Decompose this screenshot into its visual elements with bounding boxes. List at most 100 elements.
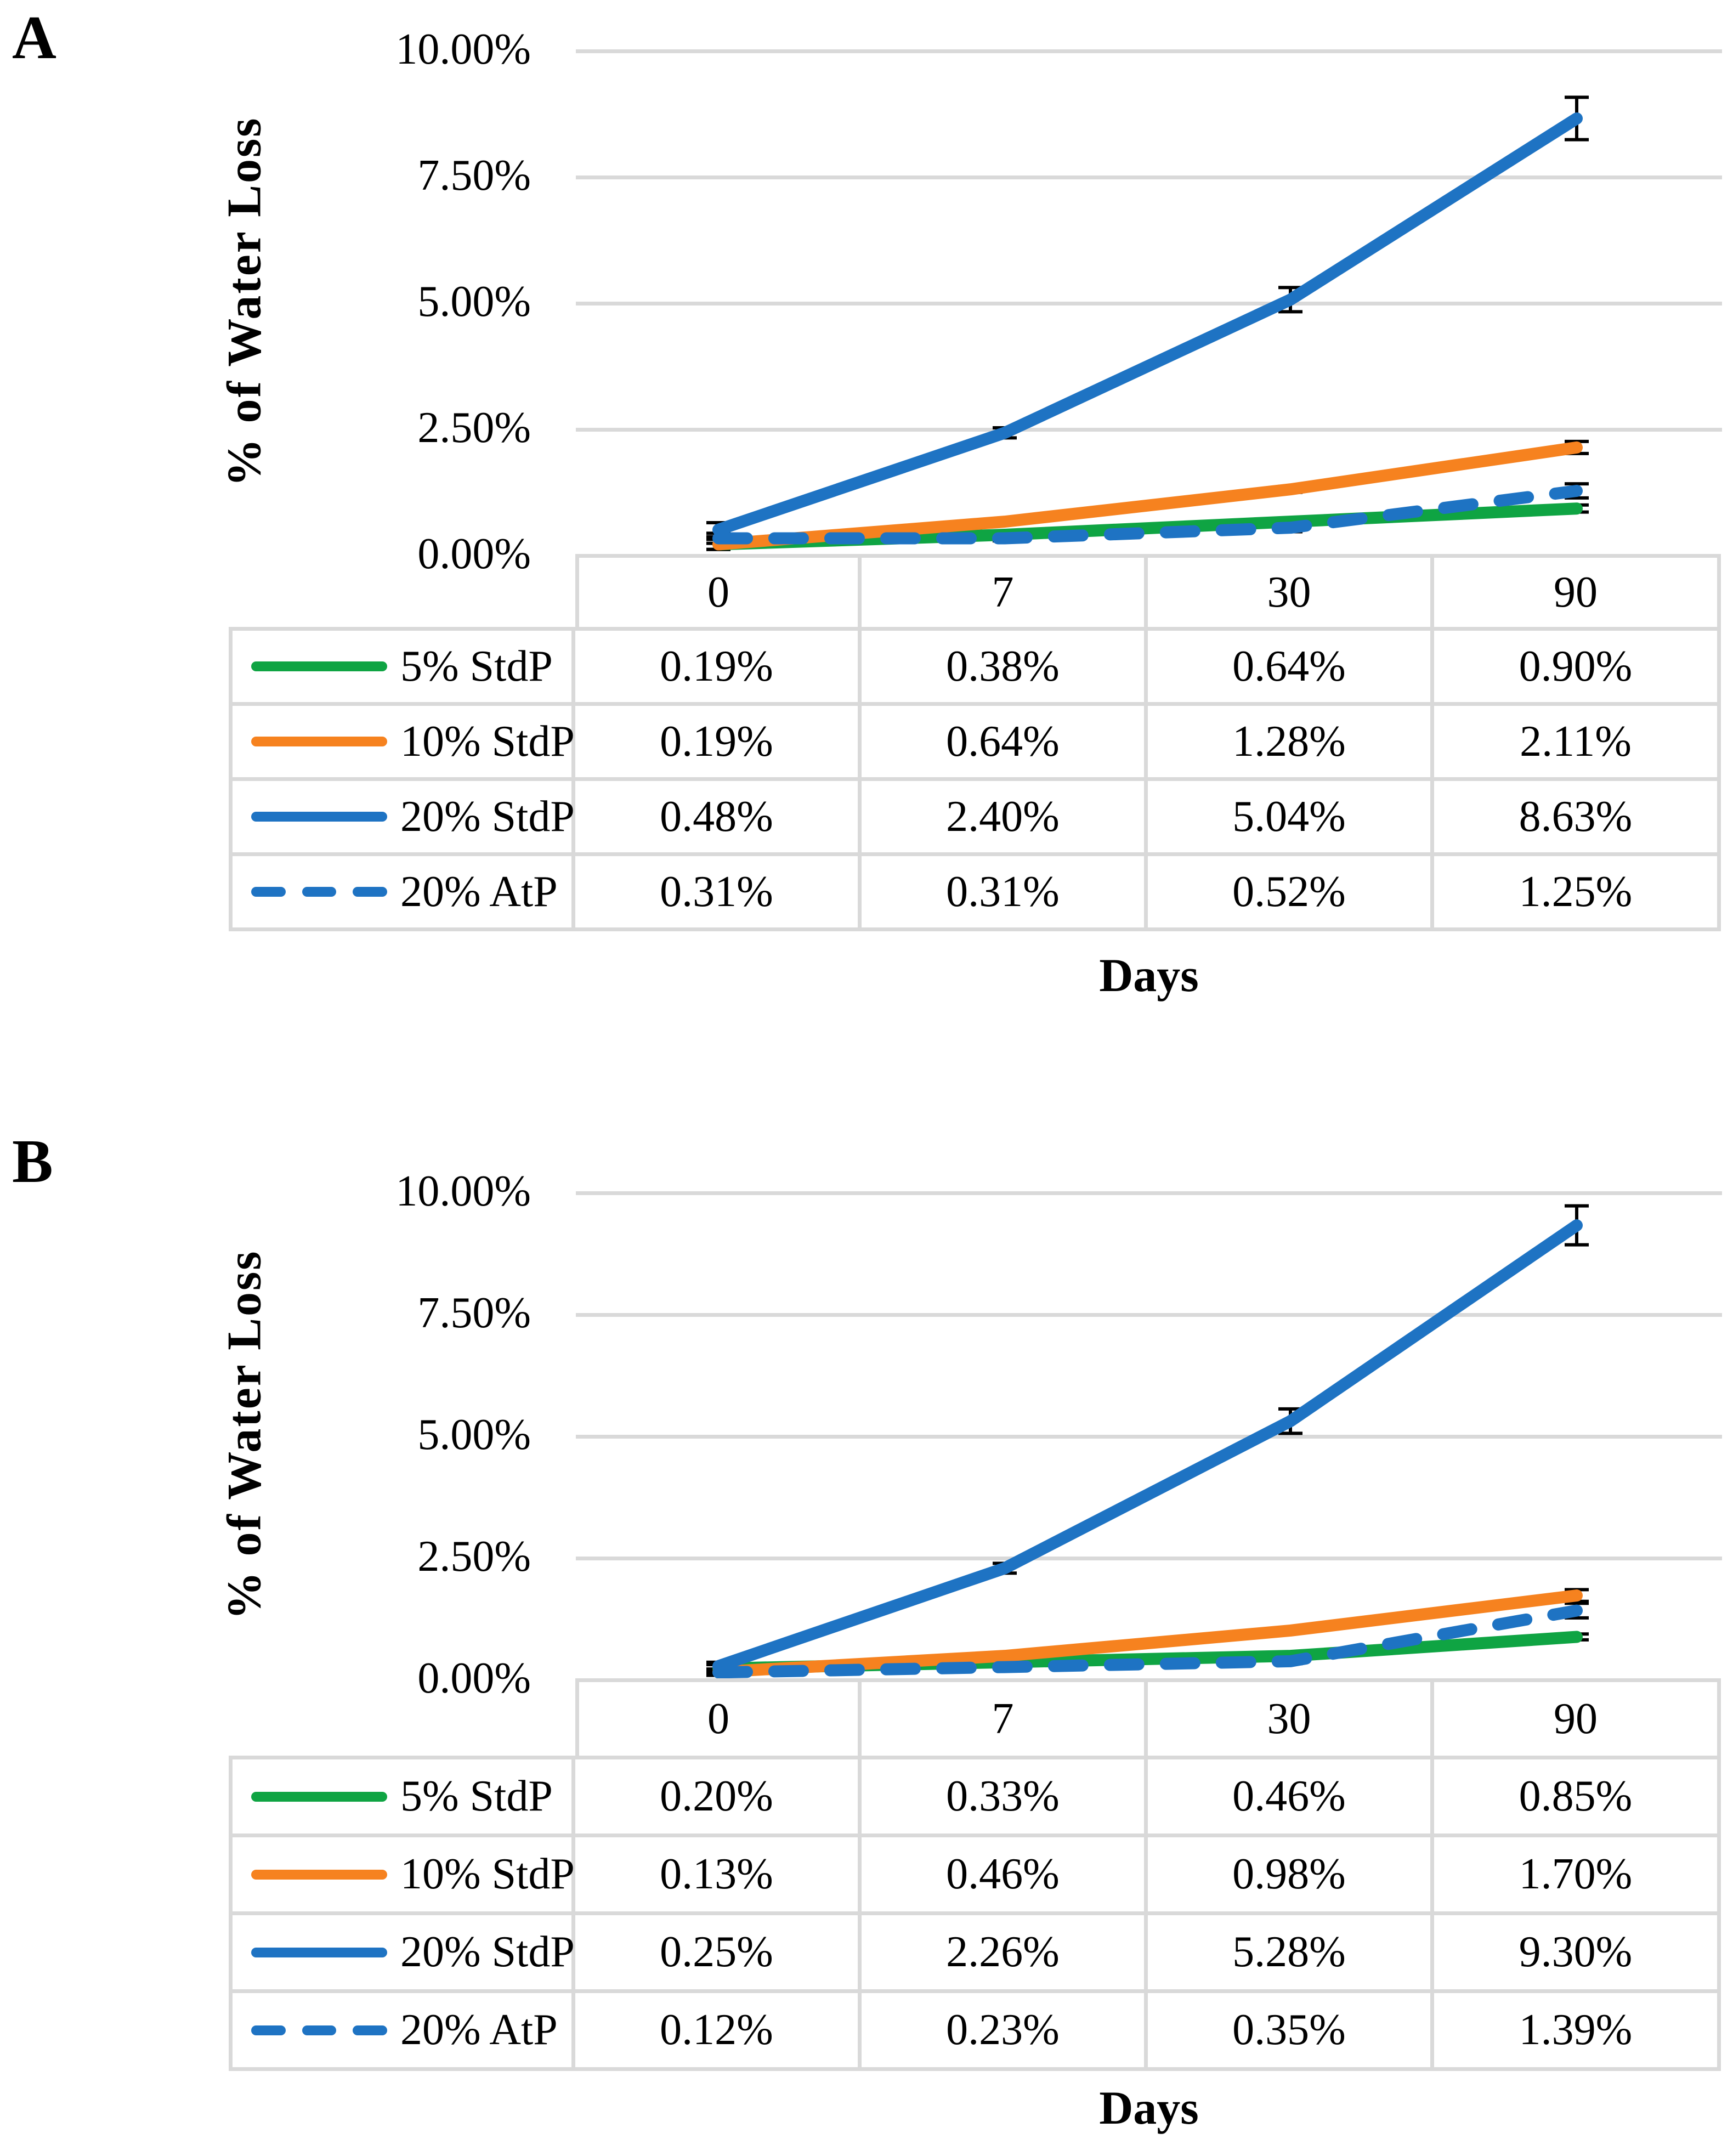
- x-axis-title-a: Days: [1099, 949, 1199, 1001]
- value-cell: 0.13%: [575, 1837, 862, 1915]
- value-cell: 0.46%: [862, 1837, 1148, 1915]
- series-swatch-green-icon: [251, 1791, 387, 1802]
- series-swatch-blue-icon: [251, 812, 387, 822]
- value-cell: 1.70%: [1434, 1837, 1721, 1915]
- series-line-20-stdp: [712, 1219, 1583, 1672]
- series-line-20-stdp: [712, 112, 1583, 536]
- day-header-cell: 0: [575, 1678, 862, 1759]
- y-tick-label: 0.00%: [417, 1654, 531, 1702]
- legend-cell-20pct-stdp: 20% StdP: [229, 1915, 575, 1993]
- legend-label: 10% StdP: [400, 1850, 575, 1898]
- legend-label: 20% StdP: [400, 1928, 575, 1976]
- value-cell: 1.25%: [1434, 856, 1721, 931]
- plot-area-a: [576, 49, 1722, 554]
- gridline: [576, 176, 1722, 179]
- chart-svg-a: [706, 95, 1589, 551]
- value-cell: 1.28%: [1148, 706, 1434, 781]
- day-header-cell: 30: [1148, 554, 1434, 631]
- value-cell: 0.35%: [1148, 1993, 1434, 2071]
- value-cell: 2.11%: [1434, 706, 1721, 781]
- value-cell: 2.40%: [862, 781, 1148, 856]
- series-line-10-stdp: [712, 1589, 1583, 1678]
- series-swatch-green-icon: [251, 661, 387, 671]
- value-cell: 0.98%: [1148, 1837, 1434, 1915]
- legend-cell-5pct-stdp: 5% StdP: [229, 631, 575, 706]
- y-tick-label: 2.50%: [417, 1532, 531, 1581]
- value-cell: 0.23%: [862, 1993, 1148, 2071]
- value-cell: 9.30%: [1434, 1915, 1721, 1993]
- panel-a-label: A: [12, 4, 56, 72]
- table-corner-cell: [229, 1678, 575, 1759]
- legend-cell-10pct-stdp: 10% StdP: [229, 1837, 575, 1915]
- value-cell: 0.19%: [575, 706, 862, 781]
- y-axis-title-b: % of Water Loss: [218, 1249, 271, 1620]
- day-header-cell: 7: [862, 1678, 1148, 1759]
- value-cell: 0.33%: [862, 1759, 1148, 1837]
- gridline: [576, 1191, 1722, 1195]
- value-cell: 1.39%: [1434, 1993, 1721, 2071]
- table-corner-cell: [229, 554, 575, 631]
- y-tick-label: 7.50%: [417, 151, 531, 200]
- data-table-b: 0 7 30 90 5% StdP 0.20% 0.33% 0.46% 0.85…: [229, 1678, 1721, 2071]
- series-line-20-atp: [712, 485, 1583, 545]
- value-cell: 8.63%: [1434, 781, 1721, 856]
- series-line-20-atp: [712, 1604, 1583, 1679]
- gridline: [576, 428, 1722, 432]
- gridline: [576, 1557, 1722, 1560]
- legend-cell-5pct-stdp: 5% StdP: [229, 1759, 575, 1837]
- value-cell: 0.64%: [862, 706, 1148, 781]
- value-cell: 0.31%: [575, 856, 862, 931]
- legend-label: 5% StdP: [400, 642, 553, 691]
- y-tick-label: 5.00%: [417, 1411, 531, 1459]
- chart-svg-b: [706, 1204, 1589, 1679]
- legend-cell-20pct-atp: 20% AtP: [229, 1993, 575, 2071]
- legend-cell-20pct-atp: 20% AtP: [229, 856, 575, 931]
- day-header-cell: 30: [1148, 1678, 1434, 1759]
- y-tick-label: 0.00%: [417, 530, 531, 578]
- series-swatch-blue-dashed-icon: [251, 2025, 388, 2035]
- series-swatch-orange-icon: [251, 737, 387, 746]
- value-cell: 2.26%: [862, 1915, 1148, 1993]
- y-tick-label: 10.00%: [395, 25, 531, 73]
- gridline: [576, 49, 1722, 53]
- y-tick-label: 7.50%: [417, 1289, 531, 1337]
- value-cell: 0.20%: [575, 1759, 862, 1837]
- value-cell: 0.90%: [1434, 631, 1721, 706]
- value-cell: 0.46%: [1148, 1759, 1434, 1837]
- legend-label: 10% StdP: [400, 717, 575, 766]
- value-cell: 0.19%: [575, 631, 862, 706]
- legend-label: 5% StdP: [400, 1772, 553, 1820]
- value-cell: 0.64%: [1148, 631, 1434, 706]
- y-tick-label: 5.00%: [417, 278, 531, 326]
- y-tick-label: 2.50%: [417, 404, 531, 452]
- series-swatch-blue-icon: [251, 1947, 387, 1957]
- gridline: [576, 302, 1722, 305]
- legend-label: 20% AtP: [400, 2006, 558, 2054]
- gridline: [576, 1313, 1722, 1317]
- value-cell: 0.12%: [575, 1993, 862, 2071]
- y-axis-title-a: % of Water Loss: [218, 116, 271, 487]
- series-swatch-blue-dashed-icon: [251, 887, 388, 897]
- day-header-cell: 90: [1434, 1678, 1721, 1759]
- value-cell: 0.25%: [575, 1915, 862, 1993]
- legend-label: 20% AtP: [400, 867, 558, 916]
- legend-cell-20pct-stdp: 20% StdP: [229, 781, 575, 856]
- day-header-cell: 7: [862, 554, 1148, 631]
- x-axis-title-b: Days: [1099, 2081, 1199, 2134]
- panel-b-label: B: [12, 1128, 53, 1196]
- day-header-cell: 0: [575, 554, 862, 631]
- value-cell: 0.52%: [1148, 856, 1434, 931]
- value-cell: 0.48%: [575, 781, 862, 856]
- legend-label: 20% StdP: [400, 792, 575, 841]
- value-cell: 5.28%: [1148, 1915, 1434, 1993]
- gridline: [576, 1435, 1722, 1439]
- series-swatch-orange-icon: [251, 1869, 387, 1880]
- value-cell: 0.85%: [1434, 1759, 1721, 1837]
- y-tick-label: 10.00%: [395, 1167, 531, 1215]
- value-cell: 0.38%: [862, 631, 1148, 706]
- value-cell: 0.31%: [862, 856, 1148, 931]
- value-cell: 5.04%: [1148, 781, 1434, 856]
- legend-cell-10pct-stdp: 10% StdP: [229, 706, 575, 781]
- data-table-a: 0 7 30 90 5% StdP 0.19% 0.38% 0.64% 0.90…: [229, 554, 1721, 931]
